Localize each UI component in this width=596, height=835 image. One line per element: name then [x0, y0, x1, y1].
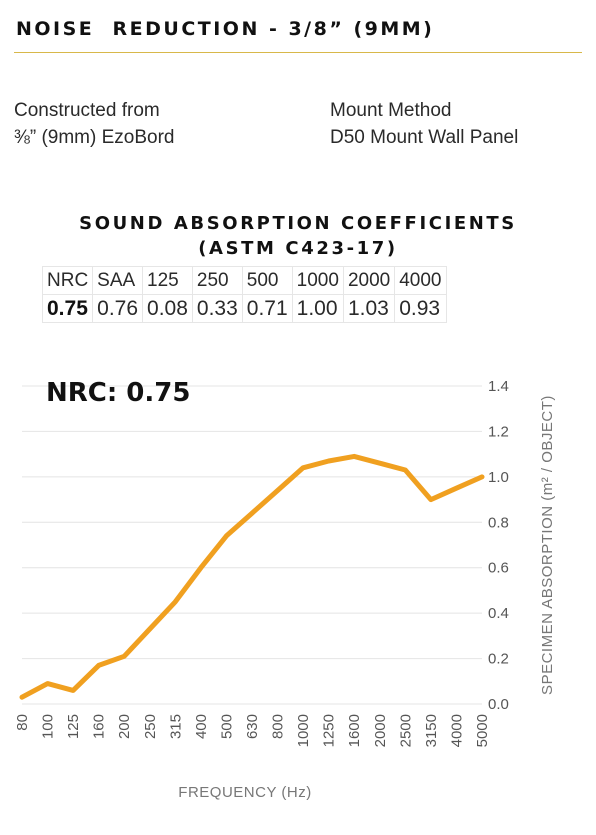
- data-point: [428, 497, 434, 502]
- construction-spec: Constructed from ⅜” (9mm) EzoBord: [14, 97, 174, 151]
- table-value-row: 0.75 0.76 0.08 0.33 0.71 1.00 1.03 0.93: [41, 294, 447, 323]
- absorption-chart: 0.0 0.2 0.4 0.6 0.8 1.0 1.2 1.4 80 100 125 160 200 2…: [14, 378, 556, 801]
- data-point: [275, 488, 280, 493]
- data-point: [70, 688, 76, 693]
- data-point: [198, 565, 204, 570]
- x-tick-label: 1000: [295, 714, 312, 747]
- header-cell: 2000: [342, 266, 396, 295]
- x-tick-label: 800: [270, 714, 287, 739]
- value-cell: 1.03: [342, 294, 396, 323]
- x-tick-label: 250: [142, 714, 159, 739]
- y-tick-label: 1.4: [488, 378, 509, 395]
- x-tick-label: 1600: [346, 714, 363, 747]
- x-tick-label: 125: [65, 714, 82, 739]
- x-tick-label: 5000: [474, 714, 491, 747]
- data-point: [147, 626, 152, 632]
- y-axis-ticks: 0.0 0.2 0.4 0.6 0.8 1.0 1.2 1.4: [488, 378, 509, 713]
- x-tick-label: 3150: [423, 714, 440, 747]
- grid-lines: [22, 385, 482, 705]
- x-tick-label: 160: [91, 714, 108, 739]
- header-cell: 1000: [291, 266, 344, 295]
- data-point: [224, 533, 229, 539]
- mount-spec: Mount Method D50 Mount Wall Panel: [330, 97, 518, 151]
- mount-label: Mount Method: [330, 100, 452, 121]
- data-point: [122, 654, 127, 659]
- series-line: [19, 453, 485, 700]
- header-cell: 4000: [394, 266, 447, 295]
- data-point: [96, 663, 101, 668]
- header-cell: NRC: [41, 266, 94, 295]
- data-point: [19, 694, 25, 700]
- data-point: [377, 461, 382, 466]
- table-header-row: NRC SAA 125 250 500 1000 2000 4000: [41, 266, 447, 295]
- nrc-label: NRC: 0.75: [46, 378, 191, 408]
- x-tick-label: 1250: [321, 714, 338, 747]
- y-tick-label: 0.8: [488, 514, 509, 531]
- coefficients-table: NRC SAA 125 250 500 1000 2000 4000 0.75 …: [41, 266, 447, 323]
- mount-value: D50 Mount Wall Panel: [330, 127, 519, 148]
- x-tick-label: 500: [218, 714, 235, 739]
- x-tick-label: 630: [244, 714, 261, 739]
- y-tick-label: 0.6: [488, 560, 509, 577]
- value-cell: 1.00: [291, 294, 344, 323]
- data-point: [300, 465, 306, 470]
- x-tick-label: 2500: [397, 714, 414, 747]
- header-cell: 250: [191, 266, 243, 295]
- x-axis-ticks: 80 100 125 160 200 250 315 400 500 630 800 1000 1250…: [14, 714, 491, 747]
- x-axis-title: FREQUENCY (Hz): [178, 784, 311, 801]
- data-point: [173, 599, 178, 604]
- table-subtitle: (ASTM C423-17): [198, 238, 398, 259]
- header-cell: SAA: [92, 266, 144, 295]
- value-cell: 0.33: [191, 294, 243, 323]
- y-tick-label: 0.0: [488, 696, 509, 713]
- series-layer: [19, 453, 485, 700]
- data-point: [326, 458, 331, 464]
- title-divider: [14, 52, 582, 53]
- data-point: [45, 681, 50, 686]
- y-tick-label: 1.2: [488, 423, 509, 440]
- data-point: [479, 474, 485, 480]
- value-cell: 0.93: [394, 294, 447, 323]
- x-tick-label: 4000: [448, 714, 465, 747]
- y-tick-label: 0.2: [488, 651, 509, 668]
- value-cell-nrc: 0.75: [41, 294, 94, 323]
- value-cell: 0.71: [241, 294, 293, 323]
- data-point: [249, 511, 255, 516]
- y-tick-label: 0.4: [488, 605, 509, 622]
- data-point: [454, 486, 459, 491]
- x-tick-label: 200: [116, 714, 133, 739]
- value-cell: 0.76: [92, 294, 144, 323]
- x-tick-label: 80: [14, 714, 31, 731]
- table-title: SOUND ABSORPTION COEFFICIENTS: [79, 213, 517, 234]
- page-title: NOISE REDUCTION - 3/8” (9MM): [16, 18, 435, 40]
- construction-label: Constructed from: [14, 100, 160, 121]
- y-axis-title: SPECIMEN ABSORPTION (m² / OBJECT): [539, 395, 556, 695]
- construction-value: ⅜” (9mm) EzoBord: [14, 127, 175, 148]
- data-point: [352, 454, 357, 459]
- x-tick-label: 2000: [372, 714, 389, 747]
- value-cell: 0.08: [142, 294, 193, 323]
- x-tick-label: 100: [40, 714, 57, 739]
- data-point: [403, 467, 408, 473]
- header-cell: 125: [142, 266, 193, 295]
- x-tick-label: 315: [167, 714, 184, 739]
- x-tick-label: 400: [193, 714, 210, 739]
- header-cell: 500: [241, 266, 293, 295]
- y-tick-label: 1.0: [488, 469, 509, 486]
